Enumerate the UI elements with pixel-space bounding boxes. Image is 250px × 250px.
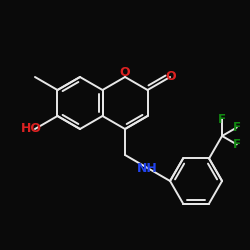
Text: O: O (120, 66, 130, 80)
Text: F: F (233, 138, 241, 151)
Text: O: O (166, 70, 176, 84)
Text: F: F (218, 112, 226, 126)
Text: NH: NH (137, 162, 158, 174)
Text: HO: HO (20, 122, 42, 136)
Text: F: F (233, 121, 241, 134)
